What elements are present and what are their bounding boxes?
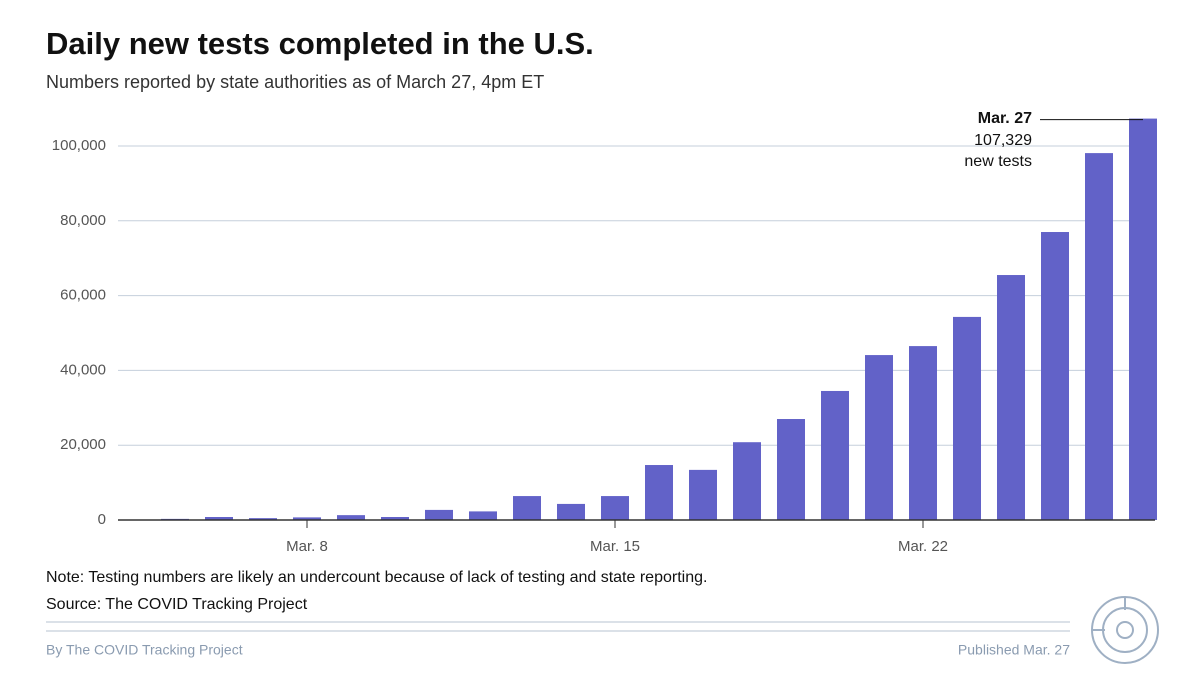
y-tick-label: 80,000 bbox=[60, 212, 106, 229]
bar bbox=[733, 442, 761, 520]
x-tick-label: Mar. 8 bbox=[286, 538, 328, 555]
bar bbox=[909, 346, 937, 520]
annotation-text: new tests bbox=[964, 153, 1032, 170]
bar bbox=[645, 465, 673, 520]
bar bbox=[689, 469, 717, 520]
source: Source: The COVID Tracking Project bbox=[46, 596, 308, 613]
x-tick-label: Mar. 22 bbox=[898, 538, 948, 555]
x-tick-label: Mar. 15 bbox=[590, 538, 640, 555]
published: Published Mar. 27 bbox=[958, 642, 1070, 658]
bar bbox=[381, 517, 409, 520]
bar bbox=[821, 390, 849, 520]
bar bbox=[293, 517, 321, 520]
bar bbox=[865, 355, 893, 520]
bar bbox=[513, 496, 541, 520]
note: Note: Testing numbers are likely an unde… bbox=[46, 569, 707, 586]
chart-title: Daily new tests completed in the U.S. bbox=[46, 26, 594, 61]
annotation-date: Mar. 27 bbox=[978, 110, 1032, 127]
bar bbox=[1085, 153, 1113, 520]
bar bbox=[997, 275, 1025, 520]
bar bbox=[557, 503, 585, 520]
byline: By The COVID Tracking Project bbox=[46, 642, 243, 658]
bar bbox=[205, 517, 233, 520]
logo bbox=[1091, 596, 1159, 664]
y-tick-label: 0 bbox=[98, 511, 106, 528]
bar bbox=[1041, 232, 1069, 520]
y-tick-label: 60,000 bbox=[60, 287, 106, 304]
bar bbox=[601, 496, 629, 520]
bar bbox=[777, 419, 805, 520]
y-tick-label: 100,000 bbox=[52, 137, 106, 154]
y-tick-label: 20,000 bbox=[60, 436, 106, 453]
chart-subtitle: Numbers reported by state authorities as… bbox=[46, 72, 544, 92]
y-tick-label: 40,000 bbox=[60, 361, 106, 378]
bar bbox=[1129, 118, 1157, 520]
bar bbox=[953, 316, 981, 520]
bar bbox=[337, 515, 365, 520]
bar bbox=[425, 509, 453, 520]
bar bbox=[469, 511, 497, 520]
bar bbox=[249, 518, 277, 520]
value-label: 107,329 bbox=[974, 132, 1032, 149]
